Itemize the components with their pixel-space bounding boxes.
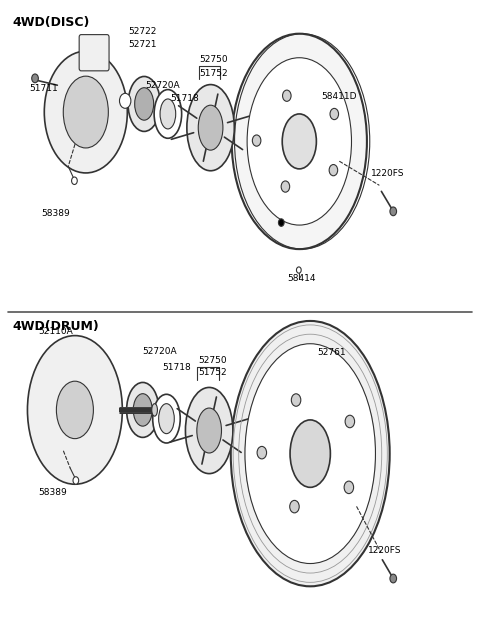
Text: 4WD(DRUM): 4WD(DRUM) (12, 320, 99, 333)
Circle shape (32, 74, 38, 83)
Text: 51718: 51718 (162, 364, 191, 372)
Text: 58414: 58414 (288, 273, 316, 282)
Text: 1220FS: 1220FS (371, 169, 404, 178)
Ellipse shape (197, 408, 221, 453)
Circle shape (72, 177, 77, 185)
Circle shape (330, 108, 338, 120)
Circle shape (390, 207, 396, 215)
Ellipse shape (133, 394, 152, 426)
Text: 52720A: 52720A (142, 347, 177, 356)
Ellipse shape (135, 88, 154, 120)
Circle shape (291, 394, 301, 406)
Ellipse shape (128, 76, 160, 132)
Text: 51718: 51718 (170, 94, 199, 103)
Ellipse shape (158, 404, 174, 433)
Ellipse shape (187, 84, 234, 171)
Text: 52750: 52750 (198, 356, 227, 365)
Circle shape (252, 135, 261, 146)
Text: 58389: 58389 (42, 209, 71, 217)
Ellipse shape (153, 394, 180, 443)
Ellipse shape (231, 321, 390, 587)
Ellipse shape (44, 51, 127, 173)
Circle shape (281, 181, 289, 192)
Text: 1220FS: 1220FS (368, 546, 402, 556)
Text: 58389: 58389 (38, 488, 67, 497)
Text: 4WD(DISC): 4WD(DISC) (12, 16, 90, 29)
FancyBboxPatch shape (79, 35, 109, 71)
Text: 52722: 52722 (129, 28, 157, 37)
Ellipse shape (245, 344, 375, 563)
Ellipse shape (160, 99, 176, 129)
Circle shape (344, 481, 354, 493)
Circle shape (73, 477, 79, 484)
Text: 51752: 51752 (200, 69, 228, 77)
Text: 52721: 52721 (129, 40, 157, 49)
Ellipse shape (27, 336, 122, 484)
Circle shape (278, 219, 284, 226)
Text: 52110A: 52110A (38, 327, 73, 336)
Circle shape (257, 447, 266, 459)
Ellipse shape (127, 382, 159, 437)
Ellipse shape (198, 105, 223, 150)
Ellipse shape (232, 33, 367, 249)
Ellipse shape (247, 58, 351, 225)
Text: 52761: 52761 (317, 348, 346, 357)
Text: 58411D: 58411D (322, 93, 357, 101)
Ellipse shape (154, 89, 181, 138)
Circle shape (390, 574, 396, 583)
Ellipse shape (56, 381, 94, 438)
Circle shape (329, 164, 337, 176)
Text: 51752: 51752 (198, 369, 227, 377)
Text: 52750: 52750 (200, 55, 228, 64)
Text: 51711: 51711 (29, 84, 58, 93)
Ellipse shape (290, 420, 330, 488)
Ellipse shape (63, 76, 108, 148)
Ellipse shape (152, 404, 157, 416)
Text: 52720A: 52720A (145, 81, 180, 90)
Ellipse shape (185, 387, 233, 474)
Circle shape (345, 415, 355, 428)
Circle shape (290, 500, 299, 513)
Circle shape (120, 93, 131, 108)
Circle shape (283, 90, 291, 101)
Ellipse shape (282, 114, 316, 169)
